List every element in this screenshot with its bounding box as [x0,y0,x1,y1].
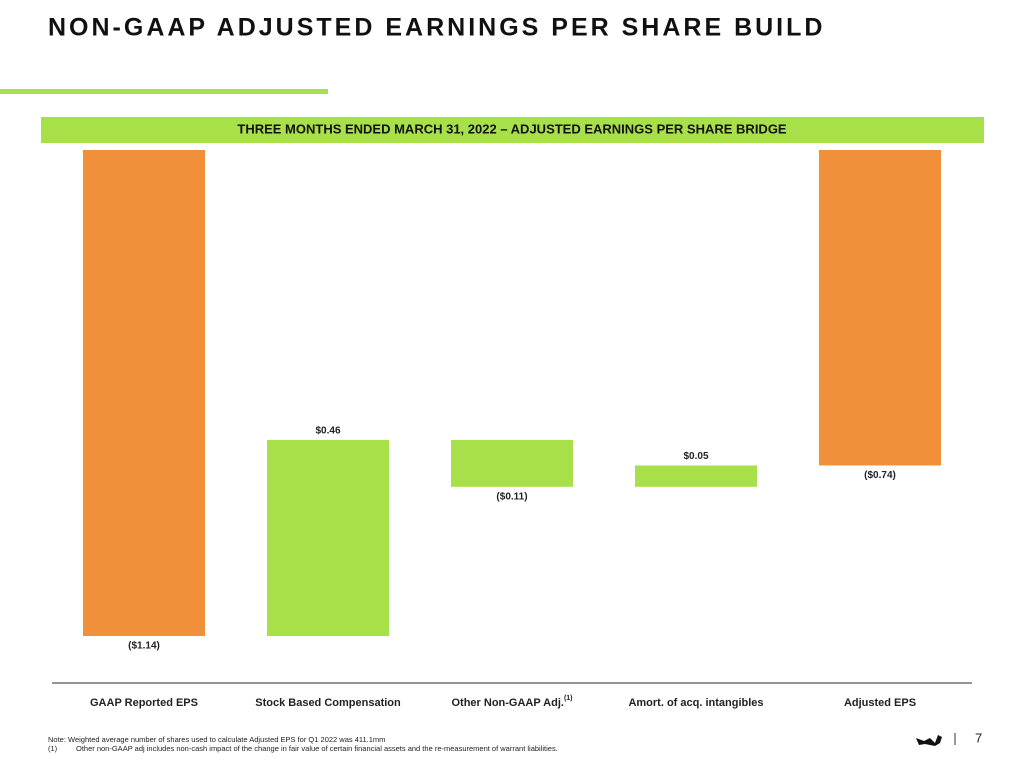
bar [83,150,205,636]
category-name: Amort. of acq. intangibles [628,697,763,709]
data-label: ($1.14) [128,641,160,652]
category-name: Other Non-GAAP Adj. [451,697,563,709]
page-number: 7 [975,730,982,745]
data-label: ($0.74) [864,470,896,481]
data-label: $0.05 [683,451,708,462]
category-name: Adjusted EPS [844,697,916,709]
category-superscript: (1) [564,695,573,702]
footnote-marker: (1) [48,744,58,753]
bar [819,150,941,466]
bar [635,465,757,487]
chart-subtitle: THREE MONTHS ENDED MARCH 31, 2022 – ADJU… [237,121,787,136]
x-tick-label: GAAP Reported EPS [90,697,198,709]
category-name: Stock Based Compensation [255,697,401,709]
category-name: GAAP Reported EPS [90,697,198,709]
banner [41,117,984,143]
footnote: Other non-GAAP adj includes non-cash imp… [76,744,558,753]
logo [916,735,942,746]
x-tick-label: Amort. of acq. intangibles [628,697,763,709]
accent-line [0,89,328,94]
bar [451,439,573,487]
note: Note: Weighted average number of shares … [48,735,385,744]
data-label: $0.46 [315,426,340,437]
x-tick-label: Adjusted EPS [844,697,916,709]
bar [267,439,389,636]
x-tick-label: Other Non-GAAP Adj.(1) [451,695,572,709]
x-tick-label: Stock Based Compensation [255,697,401,709]
slide-title: NON-GAAP ADJUSTED EARNINGS PER SHARE BUI… [48,14,825,42]
data-label: ($0.11) [496,491,527,502]
